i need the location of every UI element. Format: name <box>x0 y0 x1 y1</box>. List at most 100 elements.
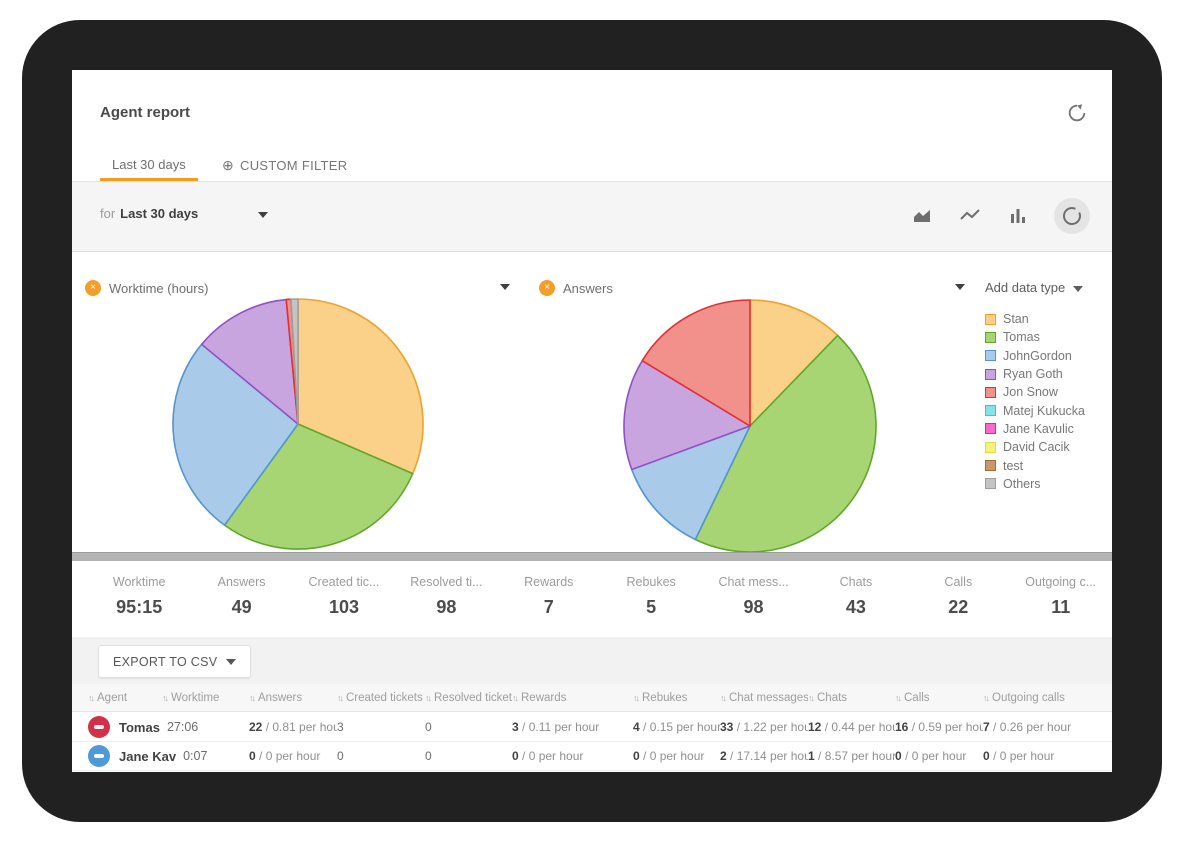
export-bar: EXPORT TO CSV <box>72 637 1112 684</box>
legend-item-matej-kukucka[interactable]: Matej Kukucka <box>985 401 1085 419</box>
tab-custom-filter[interactable]: ⊕ CUSTOM FILTER <box>222 150 347 181</box>
column-header-worktime[interactable]: ↑↓ Worktime <box>162 684 249 711</box>
area-chart-icon[interactable] <box>910 204 934 228</box>
pie-slice-stan[interactable] <box>749 299 839 427</box>
stat-created-tic: Created tic... 103 <box>293 561 395 637</box>
legend-item-david-cacik[interactable]: David Cacik <box>985 438 1085 456</box>
stat-value: 7 <box>543 597 554 617</box>
cell-answers: 22 / 0.81 per hour <box>249 720 337 734</box>
legend-item-stan[interactable]: Stan <box>985 310 1085 328</box>
legend-item-johngordon[interactable]: JohnGordon <box>985 347 1085 365</box>
pie-slice-ryan-goth[interactable] <box>200 298 299 425</box>
column-label: Rebukes <box>642 691 688 704</box>
column-header-rebukes[interactable]: ↑↓ Rebukes <box>633 684 720 711</box>
pie-slice-ryan-goth[interactable] <box>623 359 751 471</box>
remove-chart-icon[interactable]: × <box>539 280 555 296</box>
column-header-calls[interactable]: ↑↓ Calls <box>895 684 983 711</box>
worktime-value: 27:06 <box>166 720 199 734</box>
pie-slice-jon-snow[interactable] <box>641 299 751 427</box>
chart-1-header: × Worktime (hours) <box>85 280 208 296</box>
chart-2-chevron-down-icon[interactable] <box>955 284 965 290</box>
stat-outgoing-c: Outgoing c... 11 <box>1010 561 1112 637</box>
column-label: Calls <box>904 691 930 704</box>
table-row-tomas[interactable]: Tomas 27:06 22 / 0.81 per hour 3 0 3 / 0.11 p… <box>72 713 1112 742</box>
stat-worktime: Worktime 95:15 <box>88 561 190 637</box>
cell-answers: 0 / 0 per hour <box>249 749 321 763</box>
cell-created-tickets: 3 <box>337 720 344 734</box>
chart-type-toolbar <box>910 198 1090 234</box>
column-header-chat-messages[interactable]: ↑↓ Chat messages <box>720 684 808 711</box>
horizontal-scrollbar[interactable] <box>72 552 1112 561</box>
charts-section: × Worktime (hours) × Answers Add data ty… <box>72 252 1112 554</box>
legend-item-ryan-goth[interactable]: Ryan Goth <box>985 365 1085 383</box>
column-header-chats[interactable]: ↑↓ Chats <box>808 684 895 711</box>
export-to-csv-button[interactable]: EXPORT TO CSV <box>98 645 252 678</box>
legend-item-others[interactable]: Others <box>985 475 1085 493</box>
bar-chart-icon[interactable] <box>1006 204 1030 228</box>
column-header-agent[interactable]: ↑↓ Agent <box>88 684 162 711</box>
column-header-outgoing-calls[interactable]: ↑↓ Outgoing calls <box>983 684 1112 711</box>
stat-label: Chat mess... <box>718 575 789 589</box>
pie-slice-tomas[interactable] <box>694 334 877 553</box>
answers-pie-chart[interactable] <box>622 298 878 554</box>
worktime-value: 0:07 <box>183 749 208 763</box>
column-header-created-tickets[interactable]: ↑↓ Created tickets <box>337 684 425 711</box>
pie-slice-tomas[interactable] <box>223 423 414 550</box>
pie-slice-johngordon[interactable] <box>630 425 751 541</box>
add-data-type-label: Add data type <box>985 280 1066 295</box>
legend-label: David Cacik <box>1003 440 1070 455</box>
stat-value: 103 <box>328 597 359 617</box>
tab-label: Last 30 days <box>112 156 186 172</box>
column-header-resolved-tickets[interactable]: ↑↓ Resolved tickets <box>425 684 512 711</box>
table-row-jane-kav[interactable]: Jane Kav 0:07 0 / 0 per hour 0 0 0 / 0 per ho… <box>72 742 1112 771</box>
legend-label: JohnGordon <box>1003 348 1072 363</box>
refresh-icon[interactable] <box>1066 102 1088 124</box>
sort-icon: ↑↓ <box>895 692 902 703</box>
legend-item-jane-kavulic[interactable]: Jane Kavulic <box>985 420 1085 438</box>
legend-label: Jane Kavulic <box>1003 421 1074 436</box>
line-chart-icon[interactable] <box>958 204 982 228</box>
legend-item-jon-snow[interactable]: Jon Snow <box>985 383 1085 401</box>
legend-label: Tomas <box>1003 330 1040 345</box>
pie-chart-icon[interactable] <box>1054 198 1090 234</box>
stat-label: Outgoing c... <box>1025 575 1097 589</box>
stat-answers: Answers 49 <box>190 561 292 637</box>
sort-icon: ↑↓ <box>633 692 640 703</box>
column-header-rewards[interactable]: ↑↓ Rewards <box>512 684 633 711</box>
legend-label: Matej Kukucka <box>1003 403 1085 418</box>
stat-label: Rebukes <box>626 575 676 589</box>
stat-label: Resolved ti... <box>410 575 483 589</box>
summary-stats-row: Worktime 95:15 Answers 49 Created tic... 103 R… <box>88 561 1112 637</box>
cell-created-tickets: 0 <box>337 749 344 763</box>
cell-resolved-tickets: 0 <box>425 749 432 763</box>
sort-icon: ↑↓ <box>249 692 256 703</box>
stat-value: 95:15 <box>116 597 163 617</box>
remove-chart-icon[interactable]: × <box>85 280 101 296</box>
pie-slice-stan[interactable] <box>297 298 424 475</box>
stat-value: 5 <box>646 597 657 617</box>
date-range-dropdown[interactable]: for Last 30 days <box>100 206 269 221</box>
chart-legend: Stan Tomas JohnGordon Ryan Goth Jon Snow Mate… <box>985 310 1085 493</box>
chart-1-chevron-down-icon[interactable] <box>500 284 510 290</box>
table-header-row: ↑↓ Agent ↑↓ Worktime ↑↓ Answers ↑↓ Created tick… <box>72 684 1112 712</box>
sort-icon: ↑↓ <box>720 692 727 703</box>
column-label: Rewards <box>521 691 567 704</box>
tab-last-30-days[interactable]: Last 30 days <box>100 150 198 181</box>
legend-label: Jon Snow <box>1003 385 1058 400</box>
avatar <box>88 716 110 738</box>
add-data-type-dropdown[interactable]: Add data type <box>985 280 1084 295</box>
page-title: Agent report <box>100 104 190 121</box>
pie-slice-others[interactable] <box>290 298 299 425</box>
chevron-down-icon <box>258 211 269 218</box>
cell-chat-messages: 2 / 17.14 per hour <box>720 749 808 763</box>
legend-item-tomas[interactable]: Tomas <box>985 328 1085 346</box>
cell-rewards: 3 / 0.11 per hour <box>512 720 600 734</box>
worktime-pie-chart[interactable] <box>171 297 425 551</box>
legend-swatch <box>985 368 996 380</box>
pie-slice-johngordon[interactable] <box>172 343 299 526</box>
report-header: Agent report <box>72 70 1112 150</box>
column-header-answers[interactable]: ↑↓ Answers <box>249 684 337 711</box>
legend-item-test[interactable]: test <box>985 456 1085 474</box>
stat-value: 49 <box>231 597 252 617</box>
legend-swatch <box>985 405 996 417</box>
